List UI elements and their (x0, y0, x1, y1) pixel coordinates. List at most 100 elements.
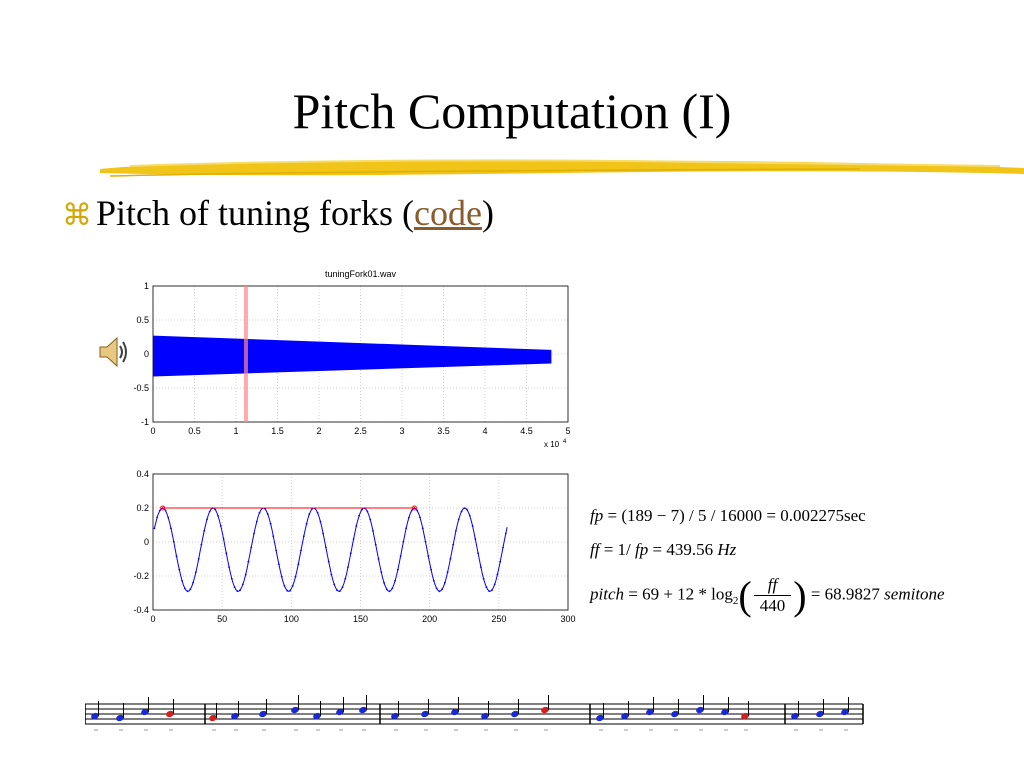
frame-point-37 (203, 530, 206, 532)
frame-point-151 (361, 508, 363, 511)
frame-chart: 0 50 100 150 200 250 300 0.4 0.2 0 -0.2 -0.4 (133, 469, 575, 624)
frame-point-211 (444, 581, 446, 584)
frame-point-175 (394, 579, 396, 582)
waveform-ytick-1: 0.5 (136, 315, 149, 325)
speaker-icon[interactable] (98, 335, 130, 369)
staff-note-26 (841, 697, 849, 731)
frame-point-3 (156, 516, 158, 519)
waveform-ytick-2: 0 (144, 349, 149, 359)
frame-ytick-3: -0.2 (133, 571, 149, 581)
frame-ytick-0: 0.4 (136, 469, 149, 479)
code-link[interactable]: code (413, 193, 482, 233)
frame-point-1 (153, 527, 156, 530)
frame-point-159 (372, 530, 374, 532)
frame-point-141 (347, 566, 349, 568)
frame-point-139 (344, 577, 347, 580)
frame-point-219 (455, 530, 457, 532)
frame-point-109 (302, 535, 305, 538)
frame-point-183 (405, 527, 407, 530)
frame-point-71 (250, 546, 253, 549)
frame-point-171 (388, 590, 391, 593)
waveform-xtick-8: 4 (482, 426, 487, 436)
frame-xtick-5: 250 (491, 614, 506, 624)
staff-note-1 (116, 703, 124, 731)
frame-point-191 (416, 509, 419, 512)
staff-note-2 (141, 697, 149, 731)
frame-point-157 (369, 518, 372, 521)
waveform-xtick-10: 5 (565, 426, 570, 436)
frame-point-77 (258, 511, 261, 514)
frame-xtick-0: 0 (150, 614, 155, 624)
staff-note-14 (481, 701, 489, 731)
bullet-text: Pitch of tuning forks ( (96, 193, 414, 233)
staff-note-20 (671, 699, 679, 731)
staff-note-4 (209, 703, 217, 731)
staff-note-9 (336, 697, 344, 731)
period-end-marker (411, 505, 417, 511)
frame-frame (152, 473, 569, 611)
waveform-xtick-0: 0 (150, 426, 155, 436)
frame-point-85 (269, 522, 272, 525)
staff-note-25 (816, 699, 824, 731)
waveform-chart-title: tuningFork01.wav (325, 269, 397, 279)
frame-point-93 (280, 575, 283, 578)
frame-point-239 (482, 577, 485, 580)
staff-note-24 (791, 701, 799, 731)
frame-point-243 (488, 590, 491, 592)
frame-point-67 (244, 573, 247, 576)
frame-point-39 (206, 518, 208, 521)
frame-point-83 (266, 513, 269, 516)
frame-point-229 (468, 514, 471, 517)
frame-point-73 (253, 532, 255, 535)
frame-point-27 (189, 588, 192, 591)
frame-point-217 (452, 543, 455, 546)
frame-point-101 (291, 584, 294, 587)
formula-fp: fp = (189 − 7) / 5 / 16000 = 0.002275sec (590, 506, 866, 525)
frame-point-145 (352, 538, 355, 540)
formula-ff: ff = 1/ fp = 439.56 Hz (590, 540, 737, 559)
staff-note-13 (451, 697, 459, 731)
frame-point-97 (286, 589, 289, 592)
frame-point-61 (236, 590, 239, 592)
frame-point-51 (222, 538, 225, 540)
waveform-ytick-0: 1 (144, 281, 149, 291)
frame-point-215 (449, 558, 452, 560)
staff-note-21 (696, 695, 704, 731)
frame-point-181 (402, 540, 405, 543)
frame-point-119 (316, 511, 319, 514)
frame-point-253 (502, 546, 504, 549)
period-start-marker (160, 505, 166, 511)
frame-point-49 (219, 525, 222, 527)
frame-point-111 (305, 522, 308, 525)
frame-point-195 (421, 527, 424, 530)
frame-point-235 (477, 552, 479, 555)
frame-point-103 (294, 575, 297, 578)
frame-point-177 (397, 568, 399, 571)
frame-point-245 (491, 589, 493, 591)
frame-point-45 (214, 508, 217, 511)
bullet-close-paren: ) (481, 193, 494, 233)
frame-ytick-2: 0 (144, 537, 149, 547)
frame-point-207 (438, 590, 441, 593)
frame-point-137 (341, 586, 344, 589)
waveform-xtick-4: 2 (316, 426, 321, 436)
frame-point-75 (255, 520, 258, 523)
frame-point-227 (466, 508, 468, 511)
frame-point-223 (460, 510, 463, 513)
frame-point-95 (283, 584, 286, 587)
staff-note-17 (596, 703, 604, 731)
frame-point-33 (197, 558, 200, 560)
waveform-xtick-9: 4.5 (520, 426, 533, 436)
frame-point-163 (377, 558, 380, 560)
frame-point-173 (391, 587, 394, 590)
frame-point-127 (327, 560, 330, 563)
frame-xtick-1: 50 (217, 614, 227, 624)
frame-point-233 (474, 538, 477, 540)
frame-point-199 (427, 555, 430, 557)
frame-point-133 (336, 589, 338, 591)
staff-note-15 (511, 699, 519, 731)
frame-point-123 (322, 532, 324, 535)
staff-note-16 (541, 695, 549, 731)
waveform-ytick-4: -1 (141, 417, 149, 427)
waveform-xtick-2: 1 (233, 426, 238, 436)
